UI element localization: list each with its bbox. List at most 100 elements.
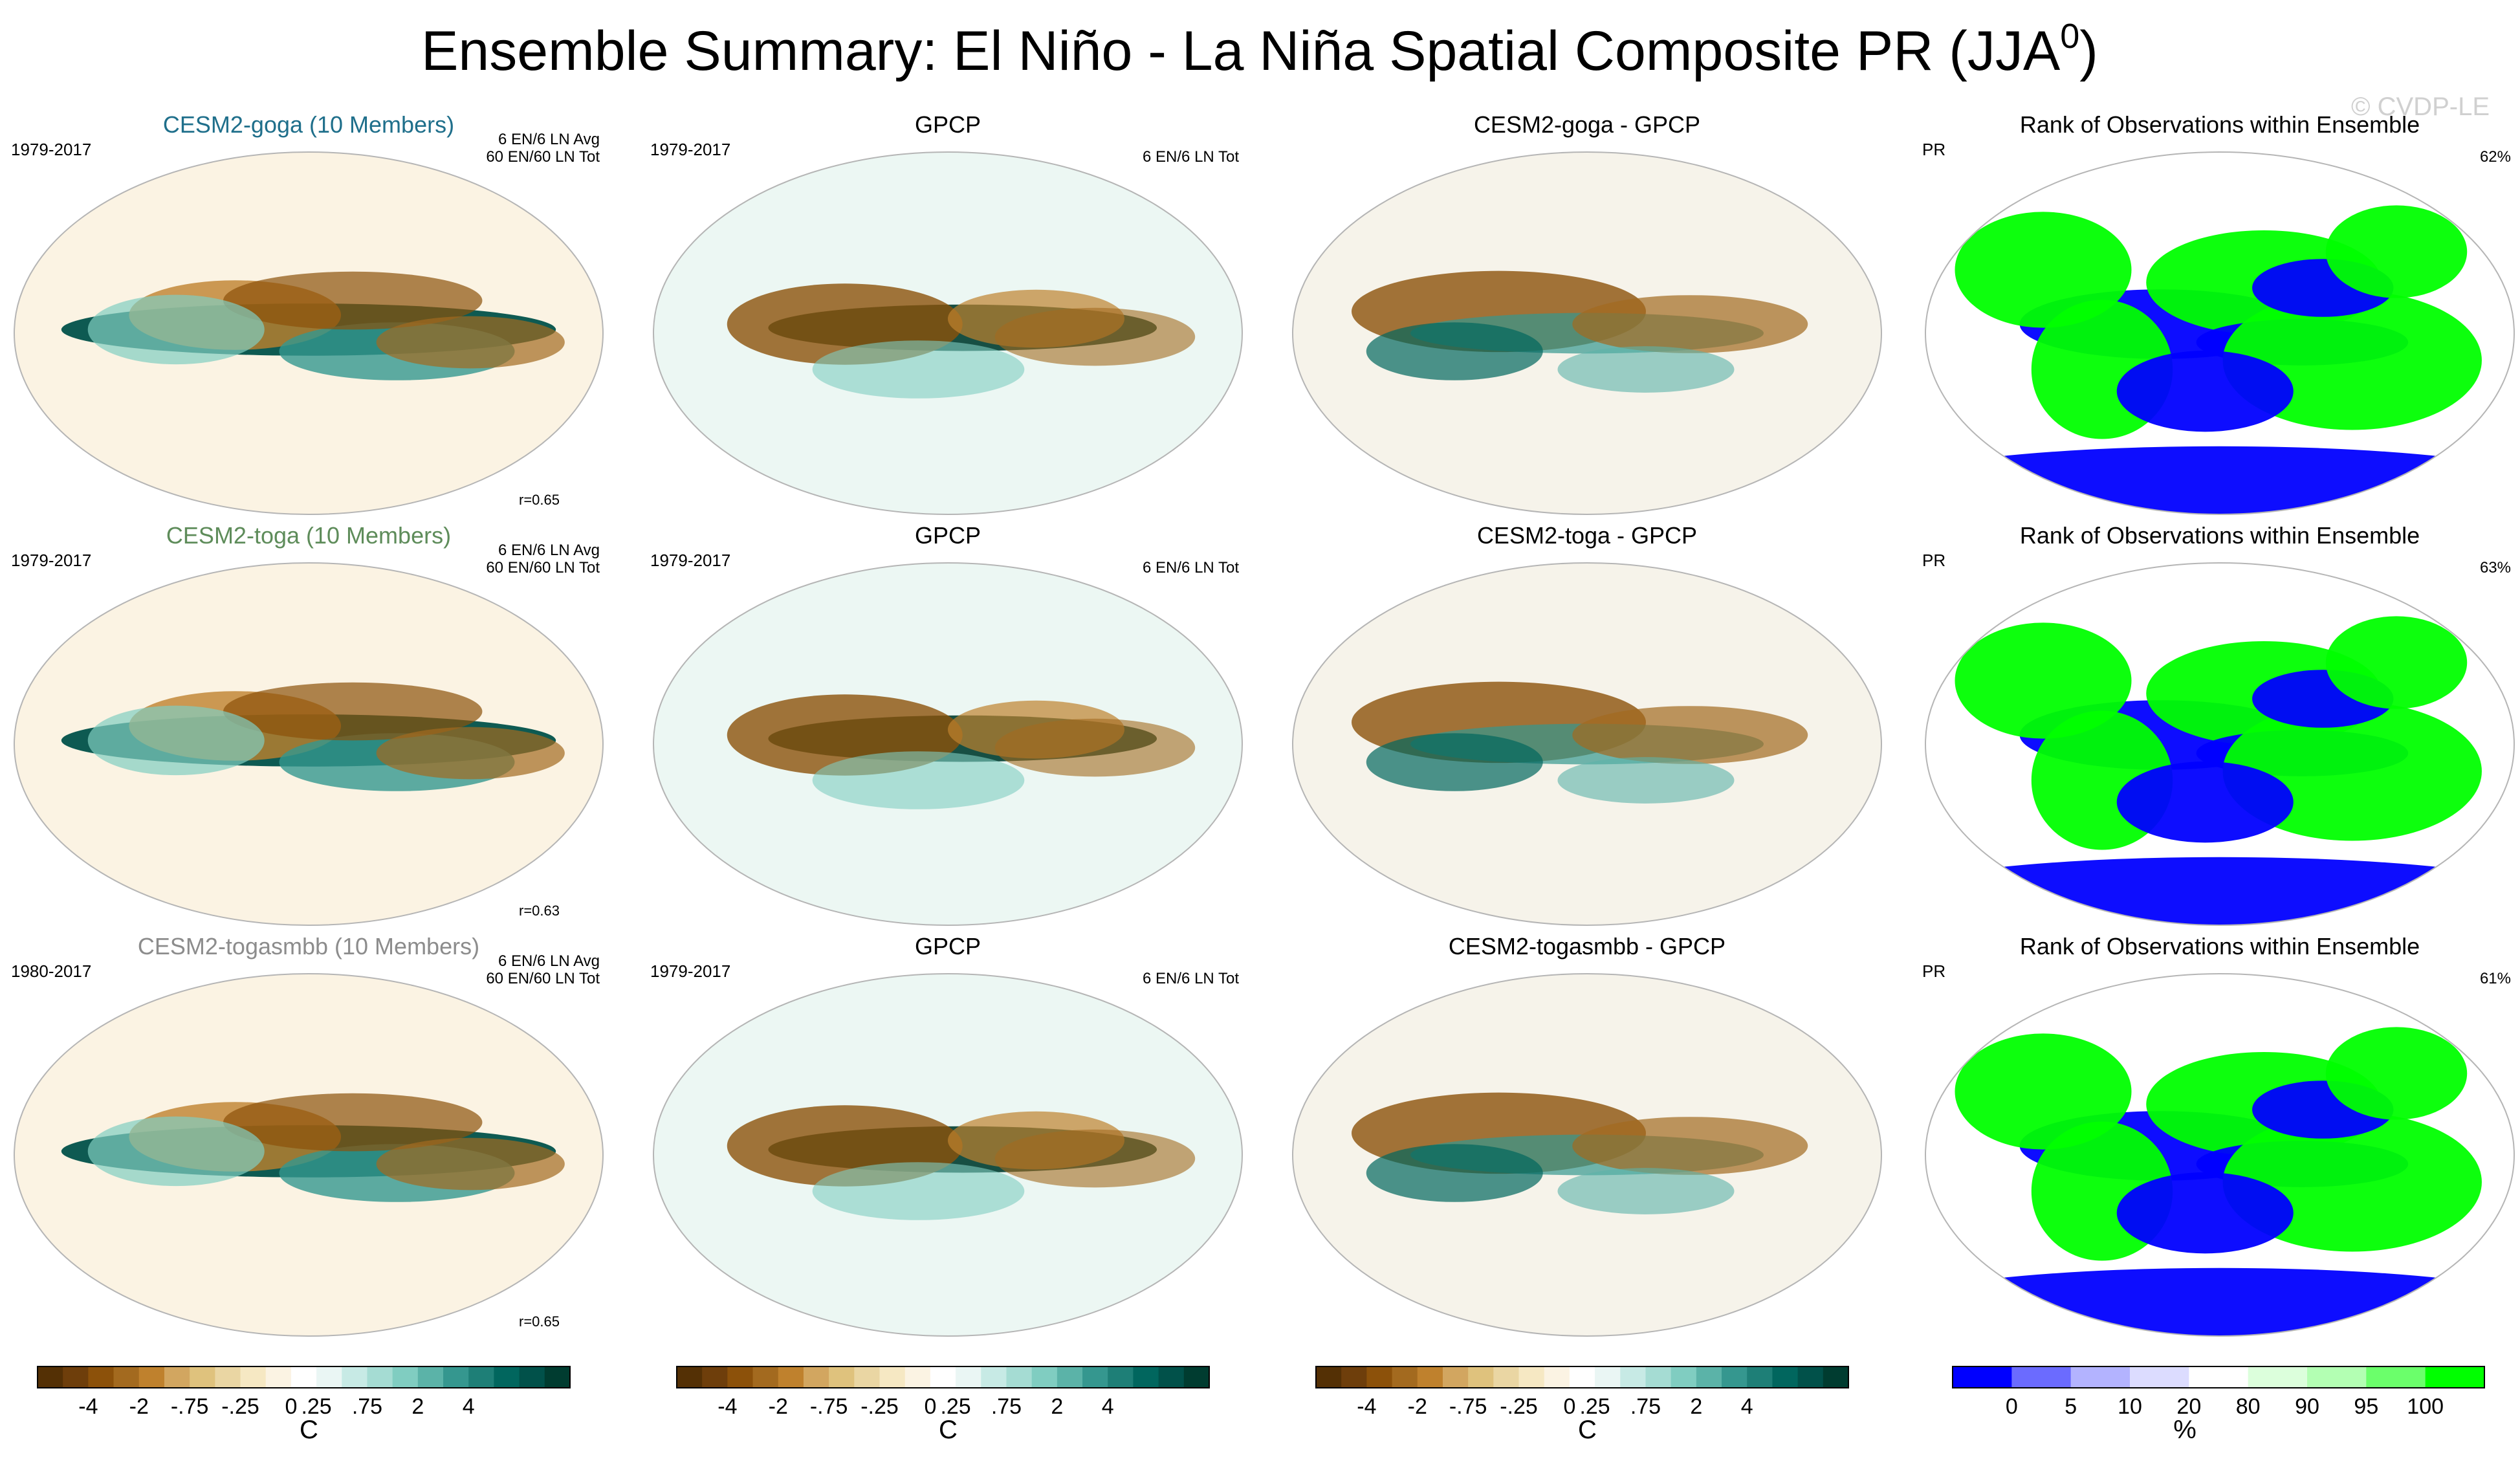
colorbar-box [1468, 1366, 1494, 1388]
map-field [727, 1105, 1196, 1220]
colorbar-tick-label: -.75 [1449, 1394, 1487, 1419]
colorbar-box [265, 1366, 292, 1388]
map-blob [2116, 350, 2294, 432]
colorbar-tick-label: -.25 [860, 1394, 899, 1419]
colorbar-box [1772, 1366, 1799, 1388]
colorbar-tick-label: 95 [2354, 1394, 2378, 1419]
rank-colorbar-3: 0 5 10 20 80 90 95 100% [1952, 1366, 2485, 1444]
map-blob [1366, 733, 1543, 791]
map-blob [1572, 1117, 1808, 1175]
map-blob [1557, 346, 1735, 393]
colorbar-box [1953, 1366, 2012, 1388]
panel-count-label: 6 EN/6 LN Avg [498, 131, 600, 148]
colorbar-box [1823, 1366, 1849, 1388]
map-field [727, 694, 1196, 809]
colorbar-tick-label: 100 [2407, 1394, 2444, 1419]
colorbar-units: C [939, 1416, 958, 1444]
map-panel-rank-r0c3: Rank of Observations within Ensemble PR 62… [1922, 111, 2515, 515]
colorbar-frame [676, 1366, 1210, 1388]
colorbar-box [138, 1366, 165, 1388]
colorbar-box [468, 1366, 494, 1388]
panel-count-label: 62% [2480, 148, 2511, 166]
panel-count-label: 6 EN/6 LN Tot [1143, 970, 1239, 987]
panel-title: CESM2-toga (10 Members) [166, 522, 451, 549]
map-blob [1557, 757, 1735, 804]
panel-title: Rank of Observations within Ensemble [2020, 933, 2420, 960]
colorbar-tick-label: 2 [411, 1394, 424, 1419]
colorbar-box [494, 1366, 520, 1388]
colorbar-box [930, 1366, 956, 1388]
map-blob [1955, 212, 2132, 328]
panel-period-label: 1979-2017 [650, 140, 730, 159]
panel-count-label: 6 EN/6 LN Avg [498, 952, 600, 970]
colorbar-tick-label: 0 [924, 1394, 936, 1419]
map-outline [14, 973, 604, 1337]
colorbar-box [1082, 1366, 1108, 1388]
panel-period-label: 1979-2017 [11, 140, 91, 159]
colorbar-box [1747, 1366, 1773, 1388]
colorbar-box [1158, 1366, 1185, 1388]
colorbar-box [1696, 1366, 1722, 1388]
colorbar-box [2130, 1366, 2189, 1388]
colorbar-box [2366, 1366, 2426, 1388]
panel-title: CESM2-goga (10 Members) [163, 111, 454, 138]
colorbar-box [854, 1366, 881, 1388]
panel-grid: CESM2-goga (10 Members) 1979-2017 6 EN/6 L… [11, 111, 2515, 1337]
colorbar-tick-label: 80 [2236, 1394, 2261, 1419]
panel-period-label: 1979-2017 [11, 551, 91, 570]
colorbar-box [290, 1366, 317, 1388]
colorbar-box [1442, 1366, 1469, 1388]
composite-colorbar-0: -4 -2 -.75 -.25 0.25 .75 2 4 C [37, 1366, 571, 1444]
map-field [61, 271, 565, 380]
map-outline [1292, 151, 1882, 515]
colorbar-box [1057, 1366, 1083, 1388]
colorbar-tick-label: 2 [1051, 1394, 1063, 1419]
map-blob [994, 1129, 1196, 1188]
panel-title: CESM2-togasmbb (10 Members) [138, 933, 479, 960]
map-panel-obs-r1c1: GPCP 1979-2017 6 EN/6 LN Tot [650, 522, 1243, 926]
pattern-correlation-label: r=0.65 [519, 1313, 560, 1330]
colorbar-tick-label: -.25 [221, 1394, 259, 1419]
panel-total-label: 60 EN/60 LN Tot [486, 559, 600, 576]
map-blob [1925, 446, 2514, 514]
colorbar-box [2425, 1366, 2485, 1388]
map-outline [653, 973, 1243, 1337]
colorbar-box [417, 1366, 444, 1388]
colorbar-tick-label: -4 [718, 1394, 737, 1419]
colorbar-box [829, 1366, 855, 1388]
colorbar-box [1722, 1366, 1748, 1388]
panel-count-label: 6 EN/6 LN Tot [1143, 559, 1239, 576]
colorbar-box [1392, 1366, 1418, 1388]
map-panel-obs-r0c1: GPCP 1979-2017 6 EN/6 LN Tot [650, 111, 1243, 515]
colorbar-box [215, 1366, 241, 1388]
colorbar-box [1133, 1366, 1159, 1388]
colorbar-box [1518, 1366, 1545, 1388]
panel-period-label: PR [1922, 551, 1945, 570]
colorbar-tick-label: -.25 [1500, 1394, 1538, 1419]
map-blob [376, 727, 565, 780]
panel-count-label: 6 EN/6 LN Tot [1143, 148, 1239, 166]
colorbar-box [367, 1366, 393, 1388]
map-blob [812, 340, 1025, 399]
colorbar-box [519, 1366, 545, 1388]
map-field [61, 1093, 565, 1202]
colorbar-frame [1315, 1366, 1849, 1388]
colorbar-box [443, 1366, 469, 1388]
map-outline [1925, 973, 2515, 1337]
panel-period-label: PR [1922, 140, 1945, 159]
map-outline [14, 151, 604, 515]
panel-count-label: 6 EN/6 LN Avg [498, 542, 600, 559]
map-field [61, 682, 565, 791]
colorbar-box [1493, 1366, 1520, 1388]
colorbar-box [1031, 1366, 1058, 1388]
colorbar-box [1108, 1366, 1134, 1388]
colorbar-box [113, 1366, 140, 1388]
colorbar-tick-label: .25 [1579, 1394, 1610, 1419]
colorbar-box [88, 1366, 115, 1388]
map-blob [2325, 205, 2468, 298]
map-panel-model-r2c0: CESM2-togasmbb (10 Members) 1980-2017 6 EN… [11, 933, 604, 1337]
colorbar-box [63, 1366, 89, 1388]
colorbar-tick-label: 0 [285, 1394, 297, 1419]
panel-count-label: 61% [2480, 970, 2511, 987]
panel-title: GPCP [915, 933, 981, 960]
